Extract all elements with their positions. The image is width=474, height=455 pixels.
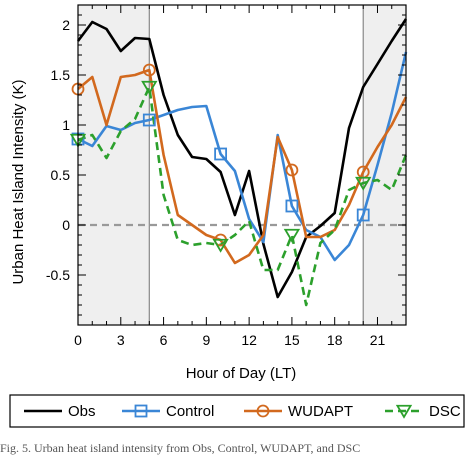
data-point-control-5 [142, 113, 156, 127]
series-lines-layer [76, 18, 408, 307]
data-point-dsc-5 [141, 80, 158, 95]
y-tick-label-5: 2 [62, 17, 70, 33]
figure-caption: Fig. 5. Urban heat island intensity from… [0, 441, 360, 455]
series-line-dsc [77, 85, 408, 307]
series-line-wudapt [77, 68, 408, 265]
y-tick-label-0: -0.5 [46, 267, 70, 283]
y-tick-label-2: 0.5 [51, 167, 71, 183]
legend-label-wudapt: WUDAPT [288, 403, 353, 420]
shaded-range-1 [363, 5, 406, 325]
x-tick-label-18: 18 [327, 332, 343, 348]
x-tick-label-3: 3 [117, 332, 125, 348]
axis-ticks-layer: 0 3 6 9 12 15 18 21 -0.5 0 0.5 1 1.5 2 [46, 4, 407, 348]
y-tick-label-3: 1 [62, 117, 70, 133]
data-point-dsc-10 [212, 238, 229, 253]
x-tick-label-21: 21 [370, 332, 386, 348]
series-markers-layer [69, 63, 372, 253]
shaded-range-0 [78, 5, 150, 325]
x-tick-label-15: 15 [284, 332, 300, 348]
y-tick-label-1: 0 [62, 217, 70, 233]
series-line-control [77, 51, 408, 262]
x-tick-label-6: 6 [160, 332, 168, 348]
legend-label-obs: Obs [68, 403, 96, 420]
legend-marker-wudapt [256, 404, 270, 418]
x-tick-label-12: 12 [241, 332, 257, 348]
data-point-wudapt-15 [285, 163, 299, 177]
y-tick-label-4: 1.5 [51, 67, 71, 83]
legend-marker-dsc [395, 404, 413, 419]
data-point-wudapt-5 [142, 63, 156, 77]
data-point-control-10 [214, 147, 228, 161]
data-point-dsc-15 [283, 228, 301, 243]
nighttime-shading-layer [78, 5, 406, 325]
x-axis-title: Hour of Day (LT) [186, 365, 297, 382]
data-point-dsc-20 [355, 176, 372, 191]
legend: Obs Control WUDAPT DSC [9, 394, 465, 428]
x-tick-label-9: 9 [202, 332, 210, 348]
legend-marker-control [134, 404, 148, 418]
x-tick-label-0: 0 [74, 332, 82, 348]
legend-label-dsc: DSC [429, 403, 461, 420]
data-point-control-20 [356, 208, 370, 222]
y-axis-title: Urban Heat Island Intensity (K) [10, 79, 27, 284]
data-point-control-15 [285, 199, 299, 213]
legend-label-control: Control [166, 403, 214, 420]
